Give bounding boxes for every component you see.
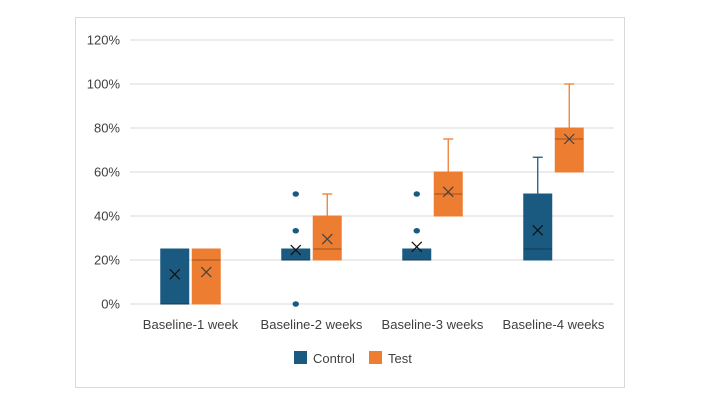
mean-marker <box>200 266 212 278</box>
box-body <box>523 193 553 261</box>
box-body <box>433 171 463 217</box>
legend-item: Test <box>369 351 412 366</box>
control-box <box>523 156 553 261</box>
legend-label: Control <box>313 351 355 366</box>
legend-label: Test <box>388 351 412 366</box>
outlier-point <box>413 191 420 197</box>
control-box <box>281 191 311 307</box>
legend-swatch <box>294 351 307 364</box>
outlier-point <box>292 227 299 234</box>
mean-marker <box>290 244 302 256</box>
box-series <box>160 83 584 307</box>
legend-item: Control <box>294 351 355 366</box>
x-category-label: Baseline-3 weeks <box>382 317 484 332</box>
outlier-point <box>292 301 299 307</box>
x-axis-category-labels: Baseline-1 week Baseline-2 weeks Baseline-… <box>143 317 605 332</box>
box-body <box>312 215 342 261</box>
test-box <box>554 83 584 173</box>
mean-marker <box>563 133 575 145</box>
control-box <box>160 248 190 305</box>
legend-swatch <box>369 351 382 364</box>
test-box <box>191 248 221 305</box>
outlier-point <box>413 227 420 234</box>
x-category-label: Baseline-4 weeks <box>503 317 605 332</box>
legend: Control Test <box>294 351 412 366</box>
box-body <box>160 248 190 305</box>
outlier-point <box>292 191 299 197</box>
box-body <box>191 248 221 305</box>
mean-marker <box>169 268 181 280</box>
y-tick-label: 0% <box>101 297 120 312</box>
x-category-label: Baseline-1 week <box>143 317 239 332</box>
y-tick-label: 100% <box>87 77 121 92</box>
y-tick-label: 80% <box>94 121 120 136</box>
control-box <box>402 191 432 261</box>
y-tick-label: 120% <box>87 33 121 48</box>
mean-marker <box>321 233 333 245</box>
test-box <box>312 193 342 261</box>
y-tick-label: 20% <box>94 253 120 268</box>
box-body <box>554 127 584 173</box>
box-body <box>402 248 432 261</box>
box-body <box>281 248 311 261</box>
mean-marker <box>442 186 454 198</box>
test-box <box>433 138 463 217</box>
y-tick-label: 40% <box>94 209 120 224</box>
mean-marker <box>532 224 544 236</box>
y-tick-label: 60% <box>94 165 120 180</box>
mean-marker <box>411 241 423 253</box>
x-category-label: Baseline-2 weeks <box>261 317 363 332</box>
y-axis-tick-labels: 0% 20% 40% 60% 80% 100% 120% <box>87 33 121 312</box>
